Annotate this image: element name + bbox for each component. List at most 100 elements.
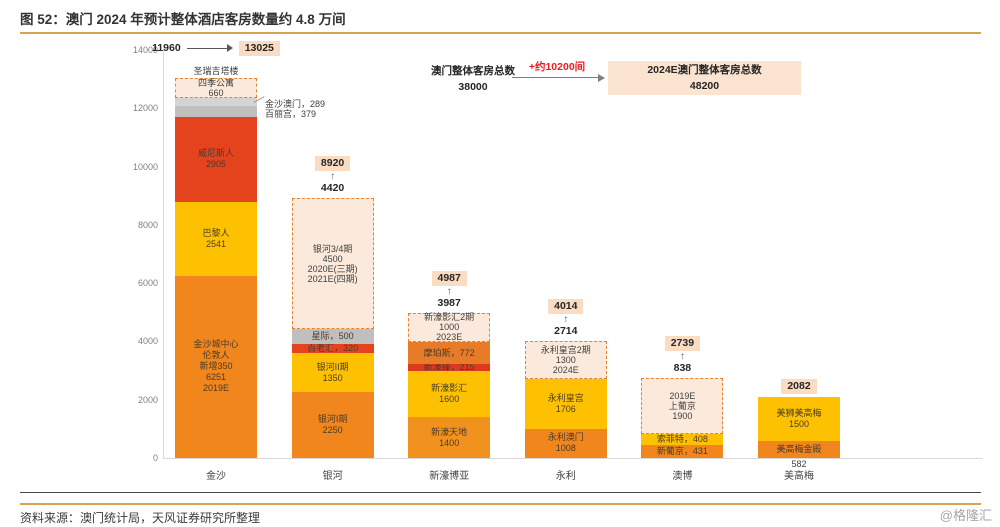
y-axis-tick: 6000 xyxy=(137,278,158,289)
bar-segment: 四季公寓 660 xyxy=(175,78,257,98)
bar-segment: 星际，500 xyxy=(291,329,374,344)
y-axis-tick: 10000 xyxy=(132,161,158,172)
bar-segment: 新濠影汇2期 1000 2023E xyxy=(408,312,491,343)
y-axis-tick: 14000 xyxy=(132,45,158,55)
segment-label-line: 2020E(三期) xyxy=(307,263,358,274)
segment-label-line: 1900 xyxy=(672,410,693,421)
x-axis-line xyxy=(163,458,983,459)
y-axis-tick: 8000 xyxy=(137,219,158,230)
bar-segment: 巴黎人 2541 xyxy=(175,201,257,276)
segment-label-line: 2023E xyxy=(436,332,463,343)
y-axis-tick: 0 xyxy=(152,453,158,463)
segment-label-line: 星际，500 xyxy=(311,330,354,341)
y-axis-tick: 12000 xyxy=(132,103,158,114)
segment-label-line: 1008 xyxy=(555,443,576,454)
x-axis-label: 新濠博亚 xyxy=(429,471,470,482)
bar-segment: 摩珀斯，772 xyxy=(408,341,491,365)
segment-label-line: 金沙城中心 xyxy=(193,339,239,350)
total-after-label: 13025 xyxy=(238,41,280,56)
segment-label-line: 伦敦人 xyxy=(202,350,230,361)
total-before-label: 838 xyxy=(673,362,692,375)
segment-label-line: 1500 xyxy=(788,419,810,430)
segment-label-line: 2905 xyxy=(205,159,227,170)
x-axis-label: 金沙 xyxy=(206,471,226,482)
flow-text-line: 38000 xyxy=(458,81,488,93)
bar-segment-outside-label: 百丽宫，379 xyxy=(265,108,317,119)
bar-segment-below-value: 582 xyxy=(791,459,807,469)
bar-total-annotation: 8920 ↑ 4420 xyxy=(275,156,391,195)
total-before-label: 11960 xyxy=(152,42,181,54)
flow-text-line: 澳门整体客房总数 xyxy=(431,65,515,77)
bar-segment: 永利皇宫2期 1300 2024E xyxy=(524,341,607,379)
segment-label-line: 新濠影汇2期 xyxy=(424,312,475,323)
total-after-label: 2739 xyxy=(664,336,701,352)
bar-segment: 银河I期 2250 xyxy=(291,392,374,458)
segment-label-line: 6251 xyxy=(205,372,227,383)
bar-segment: 新濠影汇 1600 xyxy=(408,370,491,418)
segment-label-line: 2024E xyxy=(552,364,579,375)
segment-label-line: 1600 xyxy=(439,393,460,404)
bar-segment: 新葡京，431 xyxy=(641,445,724,458)
bar-total-annotation: 11960 13025 xyxy=(101,41,331,56)
total-before-label: 4420 xyxy=(320,182,345,195)
segment-label-line: 2019E xyxy=(669,390,696,401)
flow-arrow xyxy=(512,77,600,78)
bar-segment: 永利皇宫 1706 xyxy=(524,378,607,429)
x-axis-label: 澳博 xyxy=(672,471,693,482)
segment-label-line: 银河3/4期 xyxy=(312,243,353,254)
bar-total-annotation: 2082 xyxy=(741,379,857,395)
segment-label-line: 1350 xyxy=(322,372,343,383)
up-arrow-icon: ↑ xyxy=(330,171,336,183)
bar-segment: 索菲特，408 xyxy=(641,433,724,446)
segment-label-line: 银河II期 xyxy=(316,361,349,372)
segment-label-line: 2250 xyxy=(322,425,343,436)
segment-label-line: 索菲特，408 xyxy=(656,433,708,444)
figure-bottom-border xyxy=(20,492,981,493)
total-before-label: 3987 xyxy=(437,296,461,309)
bar-segment-outside-label: 金沙澳门，289 xyxy=(265,98,326,109)
source-note: 资料来源：澳门统计局，天风证券研究所整理 xyxy=(20,511,261,525)
chart-area: 14000 12000 10000 8000 6000 4000 2000 0 金沙城中心 伦敦人… xyxy=(0,40,1000,500)
bar-segment: 威尼斯人 2905 xyxy=(175,117,257,202)
flow-arrow-label: +约10200间 xyxy=(528,61,586,73)
segment-label-line: 百老汇，320 xyxy=(307,342,359,353)
total-after-label: 4987 xyxy=(431,270,467,286)
bar-segment: 新濠天地 1400 xyxy=(408,417,491,458)
segment-label-line: 美狮美高梅 xyxy=(776,408,822,419)
flow-arrow-head xyxy=(598,73,605,82)
segment-label-line: 威尼斯人 xyxy=(197,148,234,159)
segment-label-line: 银河I期 xyxy=(317,414,348,425)
flow-box-line: 2024E澳门整体客房总数 xyxy=(647,64,762,76)
segment-label-line: 永利皇宫2期 xyxy=(540,344,591,355)
up-arrow-icon: ↑ xyxy=(446,285,452,297)
segment-label-line: 四季公寓 xyxy=(197,78,234,89)
segment-label-line: 上葡京 xyxy=(668,400,696,411)
bar-segment: 百老汇，320 xyxy=(291,342,374,354)
bar-total-annotation: 4987 ↑ 3987 xyxy=(391,270,507,310)
bar-segment: 金沙城中心 伦敦人 新增350 6251 2019E xyxy=(175,275,257,458)
segment-label-line: 2021E(四期) xyxy=(307,273,358,284)
bar-total-annotation: 2739 ↑ 838 xyxy=(624,336,740,375)
flow-box-line: 48200 xyxy=(689,80,720,92)
bar-segment: 永利澳门 1008 xyxy=(524,428,607,458)
segment-label-line: 永利澳门 xyxy=(547,432,584,443)
figure-header: 图 52：澳门 2024 年预计整体酒店客房数量约 4.8 万间 xyxy=(0,0,1000,34)
total-after-label: 2082 xyxy=(781,379,817,395)
segment-label-line: 1000 xyxy=(439,322,460,333)
bar-above-label: 圣瑞吉塔楼 xyxy=(193,66,239,77)
y-axis-line xyxy=(163,48,164,458)
segment-label-line: 2541 xyxy=(205,238,227,249)
bar-segment: 美高梅金殿 xyxy=(758,441,840,458)
figure-title: 图 52：澳门 2024 年预计整体酒店客房数量约 4.8 万间 xyxy=(20,12,346,27)
up-arrow-icon: ↑ xyxy=(679,351,685,363)
segment-label-line: 永利皇宫 xyxy=(547,392,584,403)
segment-label-line: 摩珀斯，772 xyxy=(423,347,475,358)
bar-segment: 2019E 上葡京 1900 xyxy=(641,378,724,434)
bar-segment: 银河3/4期 4500 2020E(三期) 2021E(四期) xyxy=(291,198,374,330)
total-after-label: 8920 xyxy=(314,156,351,172)
bar-segment xyxy=(175,106,257,118)
segment-label-line: 新濠天地 xyxy=(431,426,468,437)
right-arrow-icon xyxy=(186,44,233,53)
segment-label-line: 1706 xyxy=(555,403,576,414)
